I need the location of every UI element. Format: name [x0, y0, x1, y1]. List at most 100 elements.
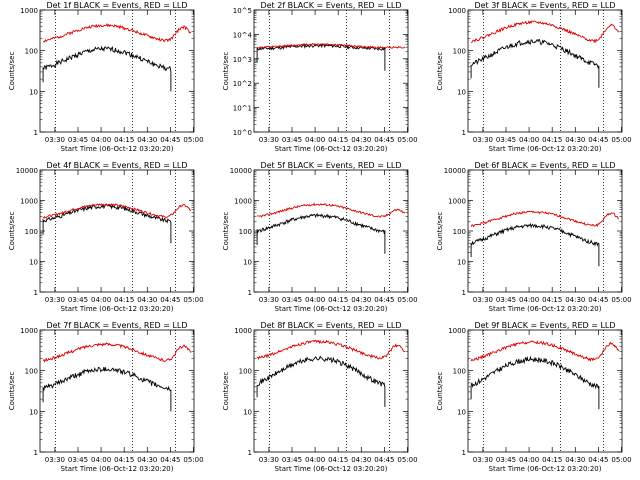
x-tick-label: 05:00	[183, 296, 203, 304]
lld-series-line	[257, 339, 405, 361]
x-tick-label: 04:15	[114, 456, 134, 464]
panel-title: Det 6f BLACK = Events, RED = LLD	[474, 161, 615, 170]
panel-title: Det 8f BLACK = Events, RED = LLD	[260, 321, 401, 330]
x-tick-label: 05:00	[183, 136, 203, 144]
plot-frame	[467, 169, 623, 293]
x-tick-label: 04:15	[328, 456, 348, 464]
x-tick-label: 04:30	[137, 296, 157, 304]
y-tick-label: 10	[243, 408, 252, 416]
events-series-line	[256, 355, 386, 407]
x-tick-label: 05:00	[611, 296, 631, 304]
x-tick-label: 04:45	[588, 296, 608, 304]
panel-det-1: Det 1f BLACK = Events, RED = LLD 1 10 100 10…	[8, 1, 204, 153]
panel-title: Det 9f BLACK = Events, RED = LLD	[474, 321, 615, 330]
lld-series-line	[471, 20, 620, 44]
x-tick-label: 03:30	[45, 456, 65, 464]
panel-det-2: Det 2f BLACK = Events, RED = LLD 10^0 10^1…	[222, 1, 418, 153]
x-tick-label: 04:15	[328, 136, 348, 144]
plot-frame	[467, 9, 623, 133]
events-series-line	[470, 39, 600, 88]
lld-series-line	[42, 342, 192, 363]
x-tick-label: 04:30	[565, 136, 585, 144]
y-tick-label: 100	[453, 368, 466, 376]
y-tick-label: 1	[34, 289, 38, 297]
events-series-line	[470, 223, 600, 267]
y-tick-label: 10000	[230, 167, 252, 175]
plot-frame	[253, 9, 409, 133]
x-tick-label: 04:45	[374, 456, 394, 464]
lld-series-line	[470, 210, 619, 228]
x-tick-label: 05:00	[397, 456, 417, 464]
x-tick-label: 04:15	[114, 296, 134, 304]
x-tick-label: 04:45	[160, 136, 180, 144]
x-tick-label: 03:45	[496, 296, 516, 304]
x-tick-label: 04:45	[160, 296, 180, 304]
panel-title: Det 5f BLACK = Events, RED = LLD	[260, 161, 401, 170]
plot-frame	[467, 329, 623, 453]
x-tick-label: 04:45	[374, 136, 394, 144]
panel-title: Det 3f BLACK = Events, RED = LLD	[474, 1, 615, 10]
x-tick-label: 03:30	[45, 296, 65, 304]
y-tick-label: 10	[457, 88, 466, 96]
panel-title: Det 2f BLACK = Events, RED = LLD	[260, 1, 401, 10]
x-tick-label: 04:00	[91, 296, 111, 304]
x-tick-label: 03:45	[68, 456, 88, 464]
x-axis-label: Start Time (06-Oct-12 03:20:20)	[489, 145, 602, 153]
x-tick-label: 03:45	[68, 296, 88, 304]
events-series-line	[256, 43, 386, 71]
plot-frame	[39, 9, 195, 133]
y-axis-label: Counts/sec	[8, 52, 16, 91]
x-tick-label: 04:30	[351, 136, 371, 144]
x-tick-label: 04:00	[305, 296, 325, 304]
x-tick-label: 03:30	[473, 456, 493, 464]
y-tick-label: 10	[29, 88, 38, 96]
y-tick-label: 1000	[448, 327, 466, 335]
y-tick-label: 1	[34, 449, 38, 457]
events-series-line	[42, 366, 172, 412]
x-tick-label: 05:00	[397, 136, 417, 144]
panel-det-7: Det 7f BLACK = Events, RED = LLD 1 10 100 10…	[8, 321, 204, 473]
y-axis-label: Counts/sec	[436, 52, 444, 91]
x-tick-label: 03:30	[473, 296, 493, 304]
plot-frame	[39, 329, 195, 453]
panel-det-3: Det 3f BLACK = Events, RED = LLD 1 10 100 10…	[436, 1, 632, 153]
x-tick-label: 04:30	[137, 136, 157, 144]
x-tick-label: 04:45	[588, 456, 608, 464]
x-axis-label: Start Time (06-Oct-12 03:20:20)	[489, 305, 602, 313]
x-tick-label: 04:45	[374, 296, 394, 304]
y-tick-label: 1	[248, 289, 252, 297]
y-tick-label: 10	[457, 408, 466, 416]
x-tick-label: 03:30	[259, 296, 279, 304]
x-tick-label: 03:45	[282, 136, 302, 144]
x-axis-label: Start Time (06-Oct-12 03:20:20)	[61, 465, 174, 473]
y-tick-label: 1000	[448, 7, 466, 15]
x-tick-label: 04:00	[91, 136, 111, 144]
x-axis-label: Start Time (06-Oct-12 03:20:20)	[275, 305, 388, 313]
y-tick-label: 1	[248, 449, 252, 457]
x-tick-label: 04:45	[588, 136, 608, 144]
x-tick-label: 03:45	[282, 456, 302, 464]
x-tick-label: 04:30	[565, 296, 585, 304]
x-axis-label: Start Time (06-Oct-12 03:20:20)	[61, 145, 174, 153]
y-tick-label: 10^0	[233, 129, 252, 137]
x-axis-label: Start Time (06-Oct-12 03:20:20)	[61, 305, 174, 313]
panel-det-4: Det 4f BLACK = Events, RED = LLD 1 10 100 10…	[8, 161, 204, 313]
y-tick-label: 1	[462, 129, 466, 137]
x-tick-label: 04:15	[542, 456, 562, 464]
x-tick-label: 03:45	[496, 136, 516, 144]
panel-det-8: Det 8f BLACK = Events, RED = LLD 1 10 100 10…	[222, 321, 418, 473]
panel-title: Det 4f BLACK = Events, RED = LLD	[46, 161, 187, 170]
y-tick-label: 10000	[444, 167, 466, 175]
events-series-line	[470, 355, 600, 410]
y-axis-label: Counts/sec	[222, 212, 230, 251]
y-tick-label: 10	[243, 259, 252, 267]
x-tick-label: 03:30	[259, 456, 279, 464]
y-tick-label: 100	[239, 368, 252, 376]
x-tick-label: 03:45	[282, 296, 302, 304]
x-axis-label: Start Time (06-Oct-12 03:20:20)	[275, 145, 388, 153]
x-tick-label: 05:00	[397, 296, 417, 304]
y-tick-label: 1000	[448, 198, 466, 206]
y-axis-label: Counts/sec	[436, 372, 444, 411]
events-series-line	[42, 203, 172, 244]
